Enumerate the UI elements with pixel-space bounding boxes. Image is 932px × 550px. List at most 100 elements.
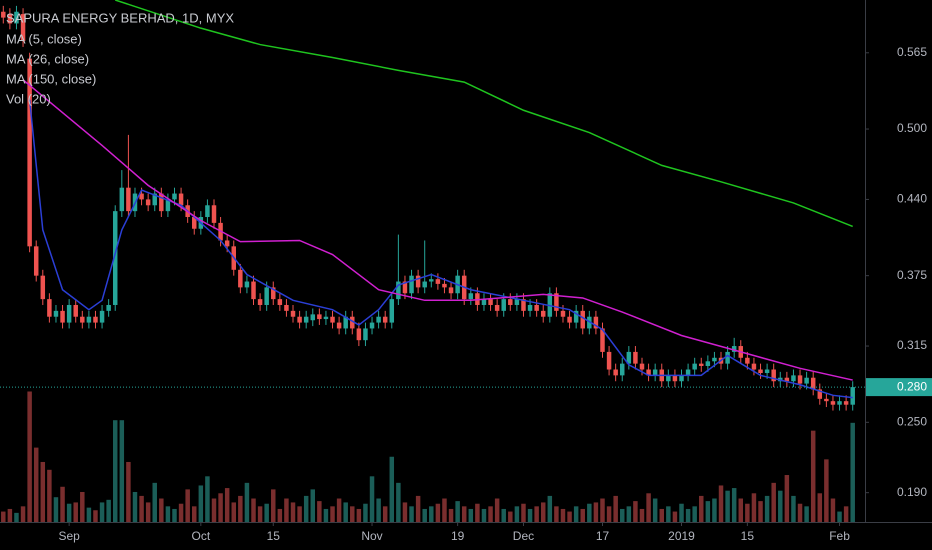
y-tick-label: 0.440 xyxy=(897,192,927,206)
candle-body xyxy=(323,316,329,320)
candle-body xyxy=(652,369,658,376)
candle-body xyxy=(277,299,283,305)
volume-bar xyxy=(33,447,39,522)
candle-body xyxy=(830,401,836,405)
legend-title: SAPURA ENERGY BERHAD, 1D, MYX xyxy=(6,10,234,25)
volume-bar xyxy=(218,493,223,522)
candle-body xyxy=(797,375,803,384)
candle-body xyxy=(172,193,177,200)
volume-bar xyxy=(185,489,190,522)
volume-bar xyxy=(830,498,836,522)
volume-bar xyxy=(264,503,269,522)
volume-bar xyxy=(435,503,441,522)
candle-body xyxy=(692,363,697,370)
volume-bar xyxy=(336,498,342,522)
candle-body xyxy=(106,304,111,311)
candle-body xyxy=(415,275,421,288)
candle-body xyxy=(126,187,131,212)
volume-bar xyxy=(810,430,816,522)
volume-bar xyxy=(290,502,296,522)
candle-body xyxy=(540,310,546,317)
volume-bar xyxy=(633,501,638,522)
legend-entry: MA (150, close) xyxy=(6,71,96,86)
volume-bar xyxy=(145,502,151,522)
volume-bar xyxy=(330,506,335,522)
volume-bar xyxy=(80,491,85,522)
candle-body xyxy=(20,14,26,42)
y-tick-label: 0.190 xyxy=(897,485,927,499)
volume-bar xyxy=(343,502,348,522)
candle-body xyxy=(27,58,32,247)
candle-body xyxy=(1,11,6,18)
candle-body xyxy=(771,369,776,382)
candle-body xyxy=(442,283,447,288)
volume-bar xyxy=(303,495,309,522)
candle-body xyxy=(745,357,750,364)
candle-body xyxy=(271,287,276,300)
volume-bar xyxy=(165,506,171,522)
x-tick-label: 15 xyxy=(267,529,281,543)
candle-body xyxy=(514,299,520,305)
volume-bar xyxy=(652,498,658,522)
volume-bar xyxy=(600,498,605,522)
volume-bar xyxy=(284,498,289,522)
candle-body xyxy=(666,375,671,382)
ma-line xyxy=(22,79,853,381)
volume-bar xyxy=(139,495,144,522)
x-tick-label: 17 xyxy=(596,529,610,543)
volume-bar xyxy=(178,503,184,522)
candle-body xyxy=(317,314,322,320)
candle-body xyxy=(139,193,144,200)
volume-bar xyxy=(718,485,724,522)
volume-bar xyxy=(415,495,421,522)
volume-bar xyxy=(251,498,256,522)
volume-bar xyxy=(396,482,401,522)
plot-area xyxy=(1,0,855,522)
x-tick-label: 19 xyxy=(451,529,465,543)
candle-body xyxy=(369,322,375,329)
volume-bar xyxy=(20,506,26,522)
volume-bar xyxy=(244,482,250,522)
candle-body xyxy=(620,363,625,376)
volume-bar xyxy=(804,506,809,522)
volume-bar xyxy=(376,498,381,522)
volume-bar xyxy=(40,461,46,522)
volume-bar xyxy=(672,511,678,522)
candle-body xyxy=(784,377,790,382)
volume-bar xyxy=(402,502,408,522)
candle-body xyxy=(573,310,579,323)
candle-body xyxy=(165,199,171,212)
candle-body xyxy=(284,304,289,311)
y-tick-label: 0.375 xyxy=(897,268,927,282)
candle-body xyxy=(560,310,566,317)
candle-body xyxy=(264,287,269,305)
volume-bar xyxy=(817,493,823,522)
candle-body xyxy=(14,11,19,24)
legend-entry: MA (26, close) xyxy=(6,51,89,66)
candle-body xyxy=(501,299,506,311)
candle-body xyxy=(238,269,243,288)
volume-bar xyxy=(751,493,757,522)
candle-body xyxy=(251,281,256,300)
volume-bar xyxy=(448,508,454,522)
volume-bar xyxy=(527,508,533,522)
volume-bar xyxy=(837,511,842,522)
legend-entry: MA (5, close) xyxy=(6,31,82,46)
candle-body xyxy=(712,357,717,362)
candle-body xyxy=(205,205,210,218)
candle-body xyxy=(422,281,427,288)
volume-bar xyxy=(53,497,59,522)
candle-body xyxy=(310,314,316,321)
candle-body xyxy=(468,293,474,300)
candle-body xyxy=(336,322,342,329)
y-tick-label: 0.565 xyxy=(897,45,927,59)
volume-bar xyxy=(152,482,157,522)
volume-bar xyxy=(646,493,651,522)
volume-bar xyxy=(323,508,329,522)
candle-body xyxy=(731,346,737,352)
candle-body xyxy=(86,316,92,323)
candle-body xyxy=(429,279,434,282)
volume-bar xyxy=(764,495,770,522)
candle-body xyxy=(672,375,678,382)
